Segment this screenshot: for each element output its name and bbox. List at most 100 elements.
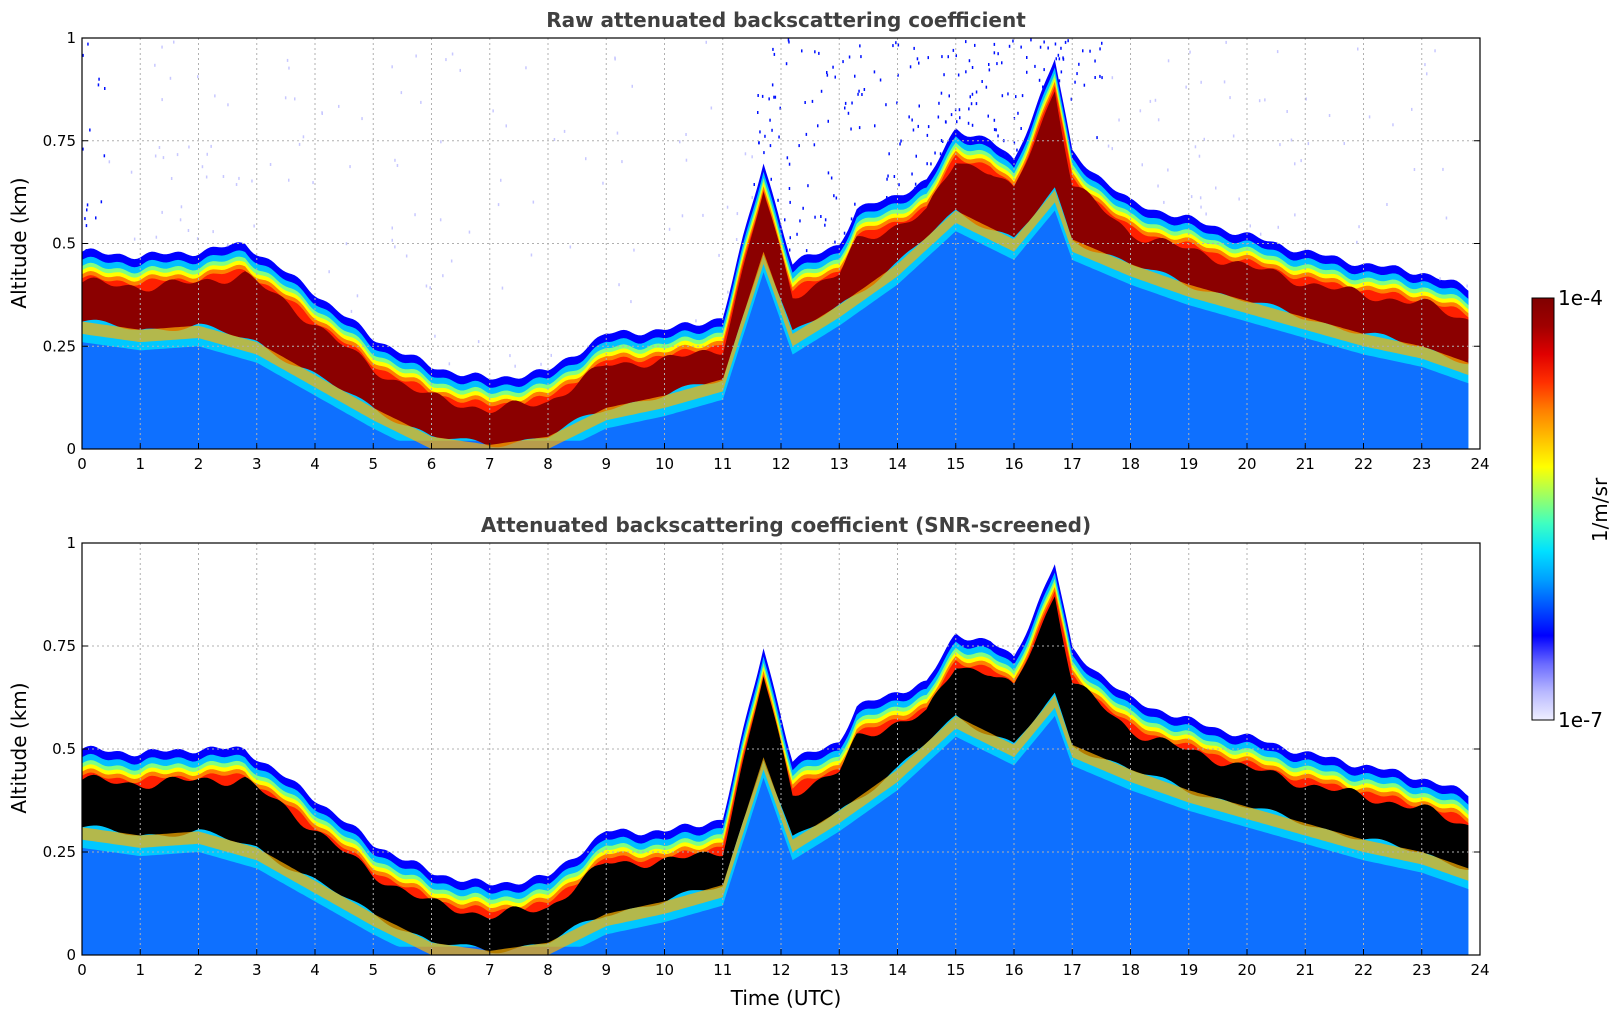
noise-speck <box>1154 98 1157 102</box>
noise-speck <box>898 183 900 187</box>
noise-speck <box>100 200 103 204</box>
noise-speck <box>1060 70 1063 74</box>
noise-speck <box>288 66 290 70</box>
x-tick-label: 15 <box>946 961 965 979</box>
noise-speck <box>501 286 504 290</box>
noise-speck <box>850 127 852 131</box>
noise-speck <box>1107 144 1110 148</box>
noise-speck <box>695 319 697 323</box>
noise-speck <box>785 62 788 66</box>
noise-speck <box>1199 196 1202 200</box>
noise-speck <box>827 119 829 123</box>
noise-speck <box>774 95 777 99</box>
noise-speck <box>82 53 84 57</box>
y-tick-label: 0 <box>66 440 76 458</box>
noise-speck <box>414 213 416 217</box>
noise-speck <box>764 134 766 138</box>
noise-speck <box>997 134 999 138</box>
noise-speck <box>858 126 861 130</box>
noise-speck <box>87 42 89 46</box>
noise-speck <box>727 290 729 294</box>
noise-speck <box>1279 143 1281 147</box>
noise-speck <box>848 55 851 59</box>
noise-speck <box>769 144 772 148</box>
x-tick-label: 1 <box>135 455 145 473</box>
noise-speck <box>1026 70 1028 74</box>
noise-speck <box>210 144 212 148</box>
noise-speck <box>154 154 157 158</box>
noise-speck <box>1042 85 1044 89</box>
noise-speck <box>1258 99 1261 103</box>
noise-speck <box>987 114 989 118</box>
noise-speck <box>1015 95 1017 99</box>
x-tick-label: 16 <box>1004 961 1023 979</box>
noise-speck <box>784 218 786 222</box>
noise-speck <box>205 175 208 179</box>
noise-speck <box>681 214 684 218</box>
noise-speck <box>769 118 771 122</box>
x-tick-label: 18 <box>1121 961 1140 979</box>
noise-speck <box>187 229 190 232</box>
x-tick-label: 13 <box>830 455 849 473</box>
noise-speck <box>84 217 86 221</box>
noise-speck <box>941 140 944 143</box>
x-tick-label: 4 <box>310 961 320 979</box>
noise-speck <box>705 40 707 44</box>
plot-frame <box>81 37 1481 450</box>
noise-speck <box>804 101 806 104</box>
noise-speck <box>400 91 403 95</box>
noise-speck <box>863 88 866 91</box>
x-axis-label: Time (UTC) <box>730 986 842 1010</box>
noise-speck <box>492 109 494 113</box>
noise-speck <box>1357 47 1359 51</box>
noise-speck <box>950 113 953 117</box>
noise-speck <box>786 156 789 160</box>
noise-speck <box>842 60 844 64</box>
noise-speck <box>1038 78 1041 82</box>
noise-speck <box>563 129 566 133</box>
x-tick-label: 22 <box>1354 455 1373 473</box>
noise-speck <box>1203 137 1205 141</box>
noise-speck <box>993 42 996 46</box>
noise-speck <box>312 181 314 185</box>
noise-speck <box>757 111 759 114</box>
noise-speck <box>763 151 765 155</box>
noise-speck <box>1020 127 1022 130</box>
noise-speck <box>1055 57 1057 61</box>
noise-speck <box>356 294 359 298</box>
noise-speck <box>736 212 739 216</box>
noise-speck <box>751 155 753 159</box>
noise-speck <box>918 104 920 108</box>
noise-speck <box>995 128 997 132</box>
noise-speck <box>1001 61 1003 65</box>
noise-speck <box>744 152 747 156</box>
x-tick-label: 20 <box>1237 455 1256 473</box>
noise-speck <box>170 177 173 180</box>
panel-title: Raw attenuated backscattering coefficien… <box>546 8 1026 32</box>
noise-speck <box>425 284 428 288</box>
noise-speck <box>874 124 876 128</box>
noise-speck <box>854 74 856 78</box>
noise-speck <box>770 177 772 181</box>
noise-speck <box>525 66 527 70</box>
noise-speck <box>89 128 91 132</box>
x-tick-label: 2 <box>194 961 204 979</box>
y-tick-label: 0.25 <box>43 843 76 861</box>
noise-speck <box>895 41 897 45</box>
noise-speck <box>451 52 454 56</box>
noise-speck <box>1442 167 1444 171</box>
noise-speck <box>771 83 774 87</box>
noise-speck <box>888 152 890 156</box>
noise-speck <box>927 125 930 129</box>
x-tick-label: 5 <box>368 455 378 473</box>
noise-speck <box>133 237 136 241</box>
noise-speck <box>918 61 920 65</box>
noise-speck <box>968 59 971 63</box>
x-tick-label: 6 <box>427 455 437 473</box>
noise-speck <box>298 142 301 146</box>
noise-speck <box>1070 97 1073 101</box>
noise-speck <box>893 175 896 178</box>
noise-speck <box>420 100 422 104</box>
noise-speck <box>965 70 967 74</box>
noise-speck <box>1141 163 1143 167</box>
